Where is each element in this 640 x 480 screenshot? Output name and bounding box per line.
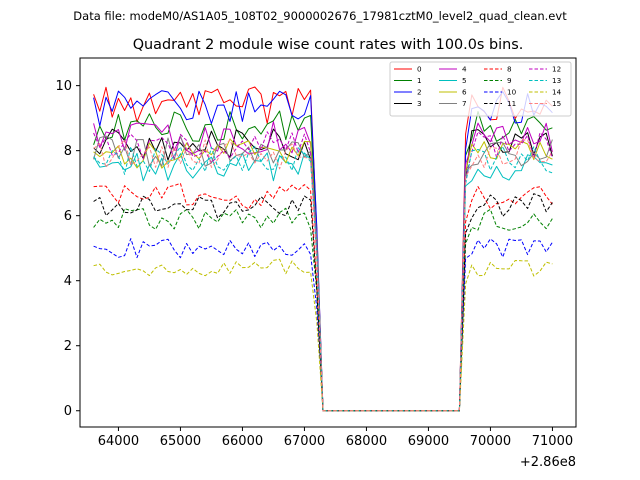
y-tick-label: 10 [55, 79, 72, 94]
chart-title: Quadrant 2 module wise count rates with … [133, 37, 524, 53]
legend-label-12: 12 [552, 65, 561, 74]
series-line-5 [93, 152, 553, 412]
legend-label-3: 3 [417, 99, 422, 108]
y-tick-label: 8 [64, 144, 72, 159]
x-tick-label: 66000 [222, 434, 263, 449]
legend-label-8: 8 [507, 65, 512, 74]
legend-label-10: 10 [507, 88, 517, 97]
legend-label-14: 14 [552, 88, 562, 97]
y-tick-label: 2 [64, 339, 72, 354]
x-tick-label: 71000 [532, 434, 573, 449]
series-line-12 [93, 131, 553, 412]
series-line-3 [93, 128, 553, 412]
series-line-9 [93, 207, 553, 412]
legend-label-5: 5 [462, 76, 467, 85]
legend-label-6: 6 [462, 88, 467, 97]
figure-suptitle: Data file: modeM0/AS1A05_108T02_90000026… [73, 9, 567, 23]
x-tick-label: 67000 [284, 434, 325, 449]
series-line-15 [93, 139, 553, 412]
series-line-0 [93, 86, 553, 412]
legend-label-0: 0 [417, 65, 422, 74]
y-tick-label: 4 [64, 274, 72, 289]
legend-label-4: 4 [462, 65, 467, 74]
legend-label-1: 1 [417, 76, 422, 85]
plot-lines [93, 86, 553, 412]
x-offset-label: +2.86e8 [520, 455, 576, 470]
x-axis: 64000 65000 66000 67000 68000 69000 70000 71000 [98, 427, 573, 449]
legend-label-9: 9 [507, 76, 512, 85]
legend-label-11: 11 [507, 99, 516, 108]
legend-label-2: 2 [417, 88, 422, 97]
x-tick-label: 65000 [160, 434, 201, 449]
x-tick-label: 70000 [470, 434, 511, 449]
series-line-11 [93, 193, 553, 412]
legend-label-7: 7 [462, 99, 467, 108]
y-tick-label: 0 [64, 404, 72, 419]
series-line-6 [93, 138, 553, 412]
legend-frame [389, 61, 572, 117]
series-line-14 [93, 258, 553, 412]
series-line-8 [93, 182, 553, 412]
series-line-7 [93, 135, 553, 412]
plot-frame [79, 57, 577, 428]
x-tick-label: 69000 [408, 434, 449, 449]
y-axis: 0 2 4 6 8 10 [55, 79, 80, 419]
series-line-10 [93, 238, 553, 412]
y-tick-label: 6 [64, 209, 72, 224]
x-tick-label: 64000 [98, 434, 139, 449]
legend-label-15: 15 [552, 99, 561, 108]
x-tick-label: 68000 [346, 434, 387, 449]
legend-label-13: 13 [552, 76, 561, 85]
series-line-13 [93, 145, 553, 412]
